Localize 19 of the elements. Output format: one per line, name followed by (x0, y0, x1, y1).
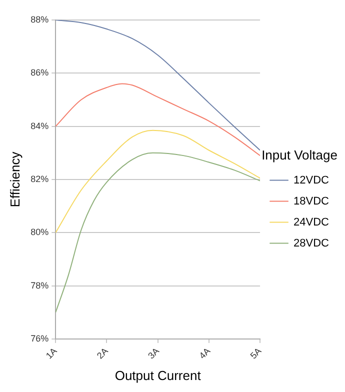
legend-label: 12VDC (294, 174, 330, 186)
x-tick-label: 3A (146, 346, 161, 361)
y-tick-label: 78% (30, 280, 49, 290)
y-tick-label: 88% (30, 14, 49, 24)
legend-label: 24VDC (294, 216, 330, 228)
x-tick-label: 5A (248, 346, 264, 361)
legend-label: 28VDC (294, 237, 330, 250)
legend-label: 18VDC (294, 195, 330, 208)
legend-title: Input Voltage (262, 147, 338, 162)
x-axis-title: Output Current (114, 368, 202, 383)
y-tick-label: 76% (30, 333, 49, 344)
y-tick-label: 82% (30, 174, 49, 184)
y-tick-label: 86% (30, 68, 49, 78)
y-tick-label: 80% (30, 227, 49, 238)
y-axis-title: Efficiency (7, 151, 22, 208)
x-tick-label: 4A (197, 346, 212, 361)
x-tick-label: 2A (95, 346, 110, 361)
y-tick-label: 84% (30, 120, 49, 131)
x-tick-label: 1A (44, 346, 59, 361)
